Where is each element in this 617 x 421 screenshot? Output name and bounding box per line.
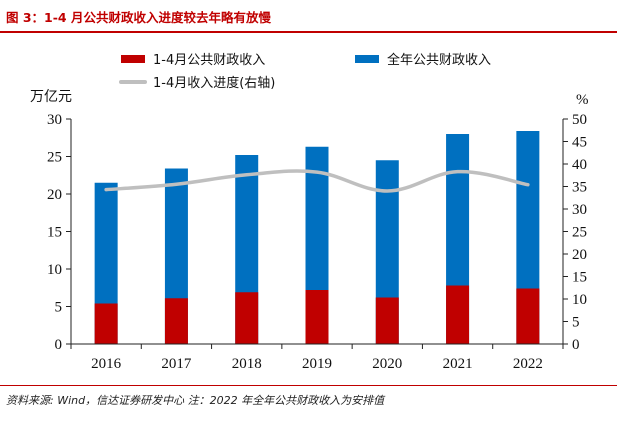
x-tick-label-2022: 2022 bbox=[513, 356, 543, 372]
y-left-tick-label: 20 bbox=[47, 187, 62, 203]
bars-layer bbox=[94, 131, 540, 344]
x-tick-label-2020: 2020 bbox=[372, 356, 402, 372]
y-right-unit: % bbox=[576, 92, 589, 108]
y-right-tick-label: 45 bbox=[572, 135, 587, 151]
y-left-tick-label: 30 bbox=[47, 112, 62, 128]
bar-partial-2018 bbox=[235, 292, 259, 344]
y-right-tick-label: 15 bbox=[572, 270, 587, 286]
line-layer bbox=[104, 169, 530, 193]
legend-label-partial: 1-4月公共财政收入 bbox=[153, 53, 265, 68]
bar-partial-2021 bbox=[446, 285, 470, 344]
axes-layer: 0 5 10 15 20 25 30 0 5 10 15 20 25 30 35 40 45 50 2016 2017… bbox=[47, 112, 587, 372]
x-tick-label-2019: 2019 bbox=[302, 356, 332, 372]
y-right-tick-label: 30 bbox=[572, 202, 587, 218]
y-right-tick-label: 10 bbox=[572, 292, 587, 308]
y-left-tick-label: 5 bbox=[55, 300, 63, 316]
y-right-tick-label: 25 bbox=[572, 225, 587, 241]
figure-header: 图 3：1-4 月公共财政收入进度较去年略有放慢 bbox=[0, 0, 617, 33]
bar-partial-2017 bbox=[164, 298, 188, 344]
legend: 1-4月公共财政收入 全年公共财政收入 1-4月收入进度(右轴) bbox=[119, 52, 491, 91]
y-right-tick-label: 50 bbox=[572, 112, 587, 128]
footer-divider bbox=[0, 385, 617, 386]
bar-partial-2016 bbox=[94, 303, 118, 344]
y-right-tick-label: 0 bbox=[572, 337, 580, 353]
y-left-tick-label: 25 bbox=[47, 150, 62, 166]
legend-swatch-full bbox=[355, 55, 379, 63]
x-tick-label-2017: 2017 bbox=[161, 356, 192, 372]
x-tick-label-2018: 2018 bbox=[232, 356, 262, 372]
legend-swatch-partial bbox=[121, 55, 145, 63]
y-right-tick-label: 5 bbox=[572, 315, 580, 331]
figure-title: 图 3：1-4 月公共财政收入进度较去年略有放慢 bbox=[6, 10, 271, 25]
figure-footnote: 资料来源: Wind，信达证券研发中心 注：2022 年全年公共财政收入为安排值 bbox=[6, 394, 385, 407]
y-left-unit: 万亿元 bbox=[30, 89, 72, 105]
y-right-tick-label: 35 bbox=[572, 180, 587, 196]
bar-partial-2020 bbox=[375, 297, 399, 344]
y-left-tick-label: 15 bbox=[47, 225, 62, 241]
y-right-tick-label: 20 bbox=[572, 247, 587, 263]
y-left-tick-label: 0 bbox=[55, 337, 63, 353]
legend-label-full: 全年公共财政收入 bbox=[387, 52, 491, 68]
x-tick-label-2021: 2021 bbox=[443, 356, 473, 372]
bar-partial-2022 bbox=[516, 288, 540, 344]
y-left-tick-label: 10 bbox=[47, 262, 62, 278]
y-right-tick-label: 40 bbox=[572, 157, 587, 173]
x-tick-label-2016: 2016 bbox=[91, 356, 122, 372]
bar-partial-2019 bbox=[305, 290, 329, 344]
legend-label-line: 1-4月收入进度(右轴) bbox=[153, 75, 275, 91]
